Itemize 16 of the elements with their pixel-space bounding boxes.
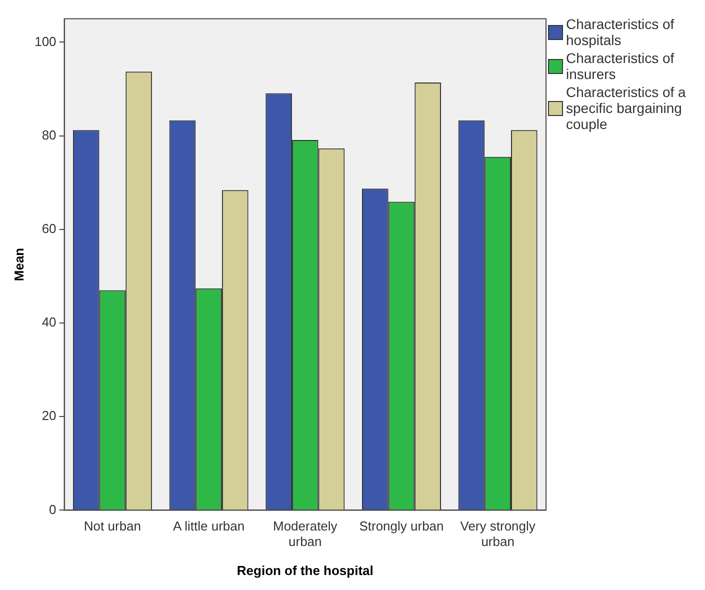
x-tick-label: A little urban (173, 518, 245, 534)
x-tick-label: Strongly urban (359, 518, 444, 534)
legend-label: Characteristics of hospitals (566, 16, 676, 48)
legend-label: Characteristics of insurers (566, 50, 676, 82)
y-tick-label: 100 (34, 34, 56, 49)
legend-label: Characteristics of a specific bargaining couple (566, 84, 687, 132)
x-axis-title: Region of the hospital (236, 562, 374, 578)
y-tick-label: 60 (42, 220, 56, 236)
x-tick-label: Not urban (84, 518, 142, 534)
y-tick-label: 80 (42, 127, 56, 142)
y-axis-title: Mean (11, 248, 26, 282)
x-tick-label: Very strongly urban (460, 518, 536, 550)
y-tick-label: 0 (49, 502, 56, 517)
x-tick-label: Moderately urban (272, 518, 338, 550)
y-tick-label: 20 (42, 408, 56, 424)
y-tick-label: 40 (42, 314, 56, 330)
